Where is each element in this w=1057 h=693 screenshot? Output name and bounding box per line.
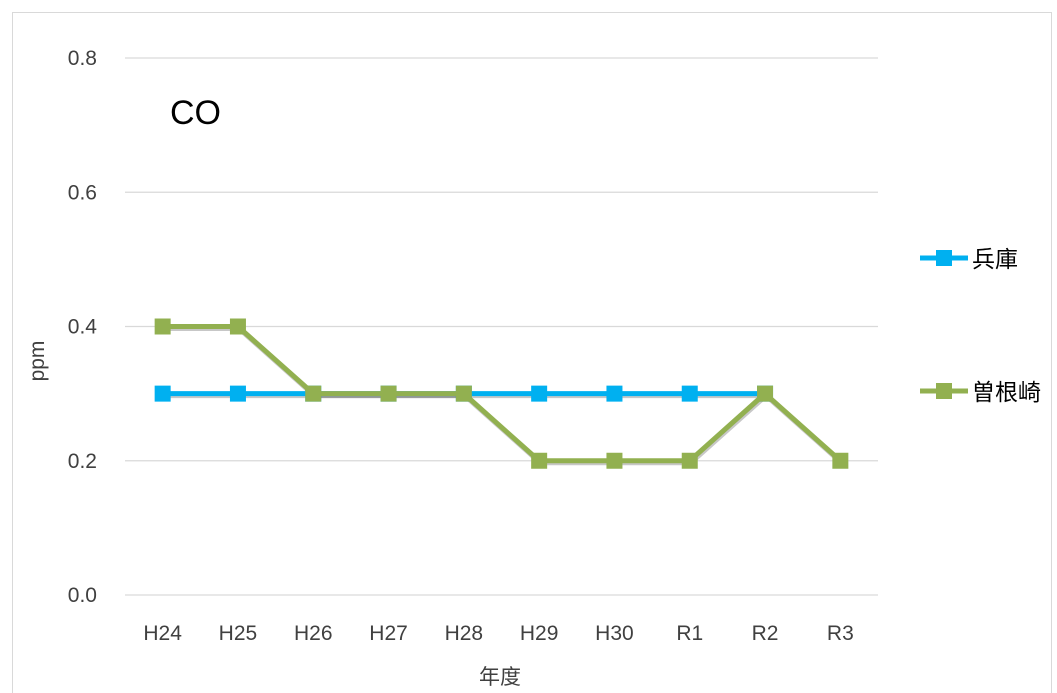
legend-entry-1: 曽根崎 (920, 379, 1041, 405)
x-axis-title: 年度 (479, 666, 521, 689)
legend-label: 曽根崎 (972, 379, 1041, 405)
legend-entry-0: 兵庫 (920, 246, 1018, 272)
x-tick-label: R1 (676, 622, 703, 645)
data-point (531, 385, 548, 402)
data-point (229, 318, 246, 335)
chart-frame (12, 12, 1052, 693)
legend-marker (936, 383, 952, 399)
data-point (606, 385, 623, 402)
series-1 (154, 318, 849, 469)
y-tick-label: 0.4 (68, 316, 98, 339)
series-line (162, 324, 843, 464)
data-point (154, 318, 171, 335)
data-point (305, 385, 322, 402)
data-point (681, 385, 698, 402)
data-point (229, 385, 246, 402)
y-tick-label: 0.8 (68, 47, 97, 70)
y-tick-label: 0.6 (68, 181, 97, 204)
data-point (531, 452, 548, 469)
x-tick-label: H25 (219, 622, 258, 645)
x-tick-label: R3 (827, 622, 854, 645)
y-axis-title: ppm (26, 341, 49, 382)
y-tick-labels: 0.0 0.2 0.4 0.6 0.8 (68, 47, 98, 607)
gridlines (125, 57, 878, 596)
x-tick-label: R2 (752, 622, 779, 645)
data-point (832, 452, 849, 469)
y-tick-label: 0.2 (68, 450, 97, 473)
x-tick-label: H29 (520, 622, 559, 645)
x-tick-label: H28 (445, 622, 484, 645)
data-point (681, 452, 698, 469)
legend-marker (936, 250, 952, 266)
series (154, 318, 849, 469)
y-tick-label: 0.0 (68, 584, 97, 607)
x-tick-labels: H24 H25 H26 H27 H28 H29 H30 R1 R2 R3 (143, 622, 853, 645)
data-point (154, 385, 171, 402)
data-point (380, 385, 397, 402)
data-point (757, 385, 774, 402)
data-point (606, 452, 623, 469)
data-point (455, 385, 472, 402)
x-tick-label: H30 (595, 622, 634, 645)
x-tick-label: H24 (143, 622, 182, 645)
x-tick-label: H26 (294, 622, 333, 645)
chart-title: CO (170, 94, 221, 132)
legend-label: 兵庫 (972, 246, 1018, 272)
x-tick-label: H27 (369, 622, 408, 645)
